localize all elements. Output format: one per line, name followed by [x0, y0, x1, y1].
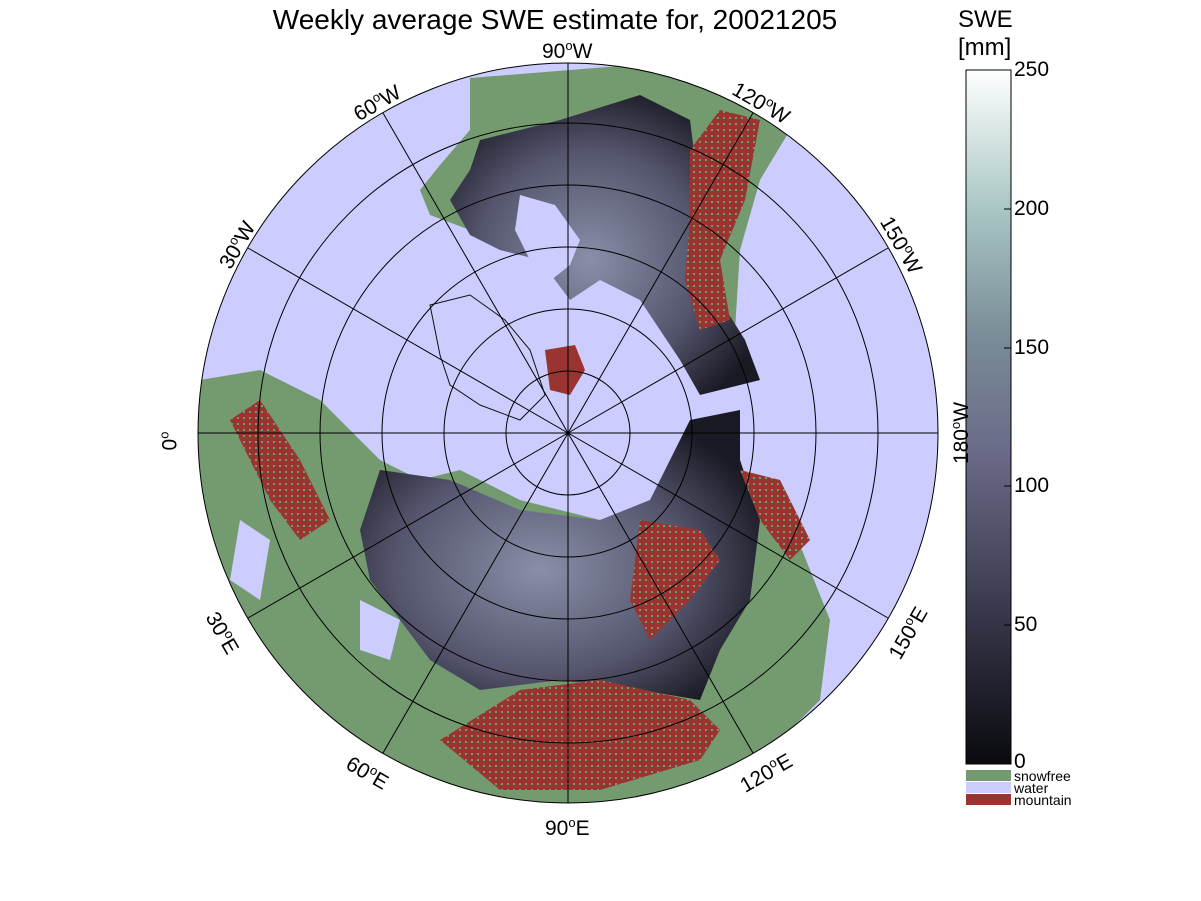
- legend-label-water: water: [1014, 780, 1049, 796]
- colorbar-tick-label: 100: [1014, 474, 1050, 497]
- greenland: [429, 294, 546, 421]
- colorbar-tick-label: 50: [1014, 613, 1038, 636]
- colorbar-tick-label: 250: [1014, 58, 1050, 81]
- lon-label-90w: 90oW: [542, 38, 593, 63]
- legend-label-mountain: mountain: [1014, 792, 1072, 808]
- hudson-bay: [515, 195, 580, 285]
- lon-label-0: 0o: [156, 431, 182, 451]
- colorbar-tick-label: 0: [1014, 750, 1026, 773]
- colorbar-title-unit: [mm]: [958, 34, 1012, 61]
- legend-swatch-mountain: [966, 794, 1011, 805]
- legend-swatch-snowfree: [966, 770, 1011, 781]
- scandinavian-mountains: [230, 400, 330, 540]
- lon-label-90e: 90oE: [545, 815, 590, 840]
- eurasia-mountains-south: [440, 680, 720, 790]
- greenland-mountain: [545, 345, 585, 395]
- colorbar-gradient: [965, 69, 1012, 765]
- legend-swatch-water: [966, 782, 1011, 793]
- white-sea: [360, 600, 400, 660]
- urals-mountains: [630, 520, 720, 640]
- colorbar-tick-label: 150: [1014, 336, 1050, 359]
- baltic-sea: [230, 520, 270, 600]
- legend-label-snowfree: snowfree: [1014, 768, 1071, 784]
- colorbar-ticks: [1004, 69, 1011, 765]
- meridian-lines: [198, 63, 938, 803]
- rocky-mountains: [685, 110, 760, 330]
- lon-label-180w: 180oW: [948, 401, 974, 465]
- colorbar-title-swe: SWE: [958, 6, 1013, 33]
- north-america-snow: [450, 95, 760, 395]
- map-title: Weekly average SWE estimate for, 2002120…: [272, 4, 838, 35]
- colorbar-tick-label: 200: [1014, 197, 1050, 220]
- map-border: [197, 62, 939, 804]
